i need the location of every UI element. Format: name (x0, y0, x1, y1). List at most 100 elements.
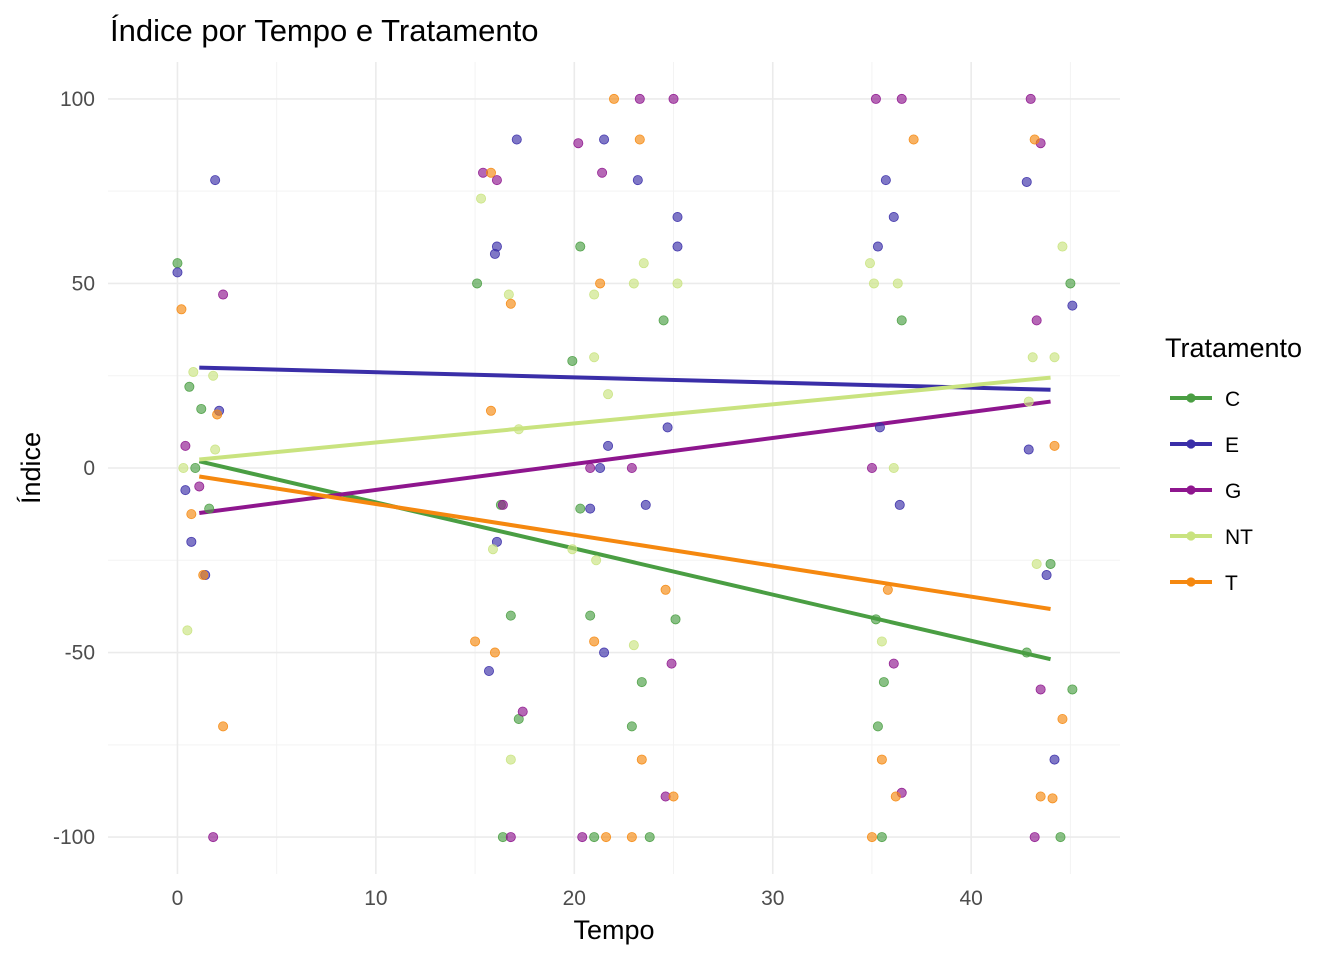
point-G-12 (597, 167, 608, 178)
point-C-20 (870, 614, 881, 625)
point-T-3 (212, 409, 223, 420)
point-E-17 (640, 499, 651, 510)
point-E-20 (672, 212, 683, 223)
point-NT-23 (892, 278, 903, 289)
y-tick-label-3: 50 (72, 272, 95, 295)
point-T-27 (1049, 440, 1060, 451)
point-C-10 (575, 241, 586, 252)
point-E-28 (1041, 570, 1052, 581)
point-T-4 (218, 721, 229, 732)
point-NT-5 (476, 193, 487, 204)
point-E-23 (880, 175, 891, 186)
point-E-0 (172, 267, 183, 278)
legend-key-point-E (1186, 439, 1196, 449)
y-axis-title: Índice (16, 432, 46, 504)
point-E-25 (894, 499, 905, 510)
point-T-11 (595, 278, 606, 289)
point-NT-7 (503, 289, 514, 300)
legend-title: Tratamento (1165, 333, 1302, 363)
point-G-7 (505, 832, 516, 843)
point-T-20 (876, 754, 887, 765)
point-G-0 (180, 440, 191, 451)
point-NT-18 (672, 278, 683, 289)
point-C-7 (505, 610, 516, 621)
point-T-15 (634, 134, 645, 145)
point-G-2 (208, 832, 219, 843)
point-E-18 (662, 422, 673, 433)
data-points (172, 93, 1078, 843)
point-G-25 (1031, 315, 1042, 326)
x-axis-title: Tempo (573, 915, 654, 945)
legend-key-point-T (1186, 577, 1196, 587)
point-E-22 (874, 422, 885, 433)
legend-label-C: C (1225, 388, 1240, 411)
x-tick-label-1: 10 (364, 887, 387, 910)
point-E-27 (1021, 176, 1032, 187)
point-G-3 (218, 289, 229, 300)
point-G-9 (573, 138, 584, 149)
point-E-24 (888, 212, 899, 223)
legend-label-G: G (1225, 480, 1241, 503)
point-E-21 (872, 241, 883, 252)
x-tick-label-4: 40 (959, 887, 982, 910)
x-tick-label-2: 20 (563, 887, 586, 910)
point-T-7 (485, 405, 496, 416)
trend-line-G (199, 399, 1051, 516)
grid-lines (108, 62, 1120, 874)
point-NT-9 (513, 424, 524, 435)
point-E-2 (186, 536, 197, 547)
point-C-3 (196, 403, 207, 414)
point-G-19 (870, 93, 881, 104)
point-T-2 (198, 570, 209, 581)
point-C-9 (567, 355, 578, 366)
tick-labels: 0 10 20 30 40 -100 -50 0 50 100 (53, 88, 983, 910)
point-C-28 (1065, 278, 1076, 289)
point-C-17 (658, 315, 669, 326)
point-C-16 (644, 832, 655, 843)
legend-key-point-G (1186, 485, 1196, 495)
point-T-18 (668, 791, 679, 802)
point-NT-17 (638, 258, 649, 269)
point-T-8 (489, 647, 500, 658)
point-G-23 (1025, 93, 1036, 104)
point-C-2 (190, 462, 201, 473)
point-T-13 (609, 93, 620, 104)
point-T-19 (866, 832, 877, 843)
y-tick-label-1: -50 (65, 642, 95, 665)
point-T-5 (470, 636, 481, 647)
point-C-27 (1055, 832, 1066, 843)
point-E-19 (672, 241, 683, 252)
point-T-24 (1029, 134, 1040, 145)
point-NT-26 (1049, 352, 1060, 363)
point-NT-1 (182, 625, 193, 636)
trend-line-NT (199, 375, 1051, 462)
point-T-22 (890, 791, 901, 802)
point-NT-16 (628, 278, 639, 289)
point-NT-28 (1023, 396, 1034, 407)
point-G-14 (634, 93, 645, 104)
point-T-28 (1057, 713, 1068, 724)
point-NT-12 (589, 289, 600, 300)
point-NT-11 (589, 352, 600, 363)
x-tick-label-3: 30 (761, 887, 784, 910)
y-tick-label-0: -100 (53, 826, 95, 849)
legend-label-T: T (1225, 572, 1238, 595)
point-NT-3 (208, 370, 219, 381)
point-C-19 (472, 278, 483, 289)
point-T-16 (636, 754, 647, 765)
point-NT-24 (1027, 352, 1038, 363)
point-C-15 (636, 677, 647, 688)
point-NT-13 (591, 555, 602, 566)
point-NT-25 (1031, 558, 1042, 569)
point-T-17 (660, 584, 671, 595)
y-tick-label-2: 0 (83, 457, 95, 480)
point-E-29 (1049, 754, 1060, 765)
y-tick-label-4: 100 (60, 88, 95, 111)
point-T-6 (485, 167, 496, 178)
point-T-23 (908, 134, 919, 145)
point-NT-6 (487, 544, 498, 555)
point-E-12 (595, 462, 606, 473)
point-C-21 (872, 721, 883, 732)
point-E-4 (210, 175, 221, 186)
point-G-10 (577, 832, 588, 843)
